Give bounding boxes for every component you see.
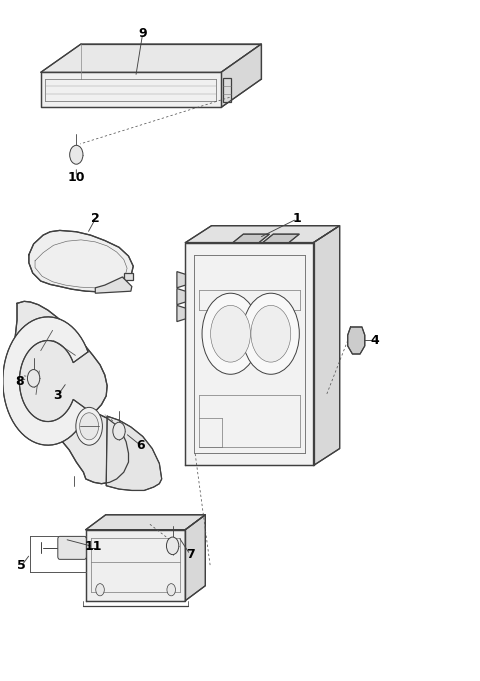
Text: 7: 7 [186,548,194,561]
Text: 4: 4 [371,334,380,347]
Text: 6: 6 [136,439,144,452]
Circle shape [251,305,291,362]
Circle shape [70,145,83,164]
Text: 3: 3 [53,390,61,402]
Polygon shape [96,277,132,294]
Circle shape [76,407,102,445]
Polygon shape [223,78,231,102]
Polygon shape [233,234,269,242]
Polygon shape [29,230,133,292]
Polygon shape [263,234,300,242]
Circle shape [27,370,40,387]
Circle shape [80,413,98,440]
Polygon shape [177,289,185,304]
Polygon shape [86,515,205,530]
Polygon shape [348,327,365,354]
Circle shape [113,422,125,440]
Polygon shape [86,530,185,601]
Polygon shape [185,515,205,601]
Polygon shape [41,44,261,72]
Polygon shape [185,242,313,465]
Text: 2: 2 [91,212,100,225]
Circle shape [167,584,176,596]
Polygon shape [124,273,133,280]
Circle shape [96,584,104,596]
Polygon shape [177,305,185,321]
Circle shape [202,294,259,375]
Polygon shape [3,317,88,445]
Polygon shape [177,272,185,288]
Circle shape [242,294,300,375]
Text: 10: 10 [68,170,85,184]
Polygon shape [313,225,340,465]
Polygon shape [9,301,129,484]
FancyBboxPatch shape [58,537,86,559]
Text: 1: 1 [292,212,301,225]
Text: 8: 8 [15,375,24,387]
Circle shape [211,305,251,362]
Polygon shape [41,72,221,108]
Circle shape [167,537,179,554]
Text: 9: 9 [138,27,147,39]
Polygon shape [221,44,261,108]
Polygon shape [106,416,162,490]
Text: 5: 5 [17,559,26,572]
Text: 11: 11 [84,540,102,553]
Polygon shape [185,225,340,242]
